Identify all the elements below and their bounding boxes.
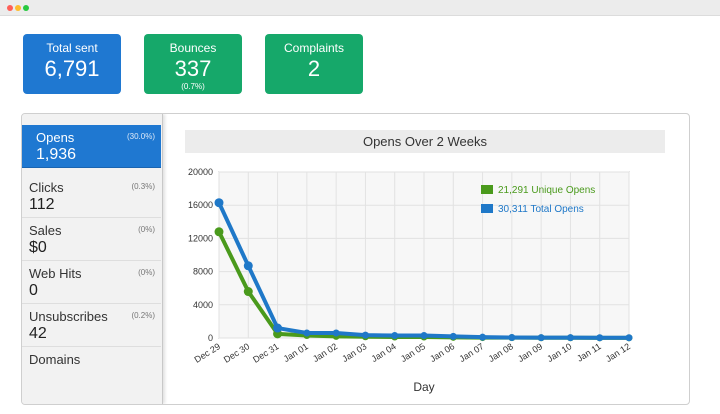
x-tick-label: Jan 01	[282, 341, 310, 364]
series-point-1	[243, 261, 253, 271]
x-tick-label: Jan 09	[516, 341, 544, 364]
series-point-1	[332, 329, 340, 337]
metric-unsubscribes-label: Unsubscribes	[29, 309, 108, 324]
metric-unsubscribes-value: 42	[29, 325, 47, 342]
y-tick-label: 4000	[193, 300, 213, 310]
y-tick-label: 8000	[193, 267, 213, 277]
window-titlebar	[0, 0, 720, 16]
metric-sales-percent: (0%)	[138, 225, 155, 234]
x-tick-label: Jan 06	[428, 341, 456, 364]
metric-web-hits-percent: (0%)	[138, 268, 155, 277]
y-tick-label: 16000	[188, 200, 213, 210]
zoom-window-button[interactable]	[23, 5, 29, 11]
series-point-1	[449, 332, 457, 340]
metric-clicks-percent: (0.3%)	[131, 182, 155, 191]
metric-web-hits-label: Web Hits	[29, 266, 82, 281]
metric-opens-value: 1,936	[36, 146, 77, 163]
metric-domains[interactable]: Domains	[22, 347, 161, 390]
series-point-1	[625, 334, 633, 342]
bounces-label: Bounces	[169, 41, 217, 55]
legend-swatch-0	[481, 185, 493, 194]
legend-swatch-1	[481, 204, 493, 213]
x-tick-label: Jan 05	[399, 341, 427, 364]
x-tick-label: Dec 31	[251, 341, 280, 365]
series-point-1	[361, 331, 369, 339]
series-point-0	[214, 227, 224, 237]
complaints-value: 2	[307, 56, 321, 81]
metric-sales-label: Sales	[29, 223, 62, 238]
chart-title: Opens Over 2 Weeks	[185, 130, 665, 153]
metric-domains-label: Domains	[29, 352, 81, 367]
series-point-1	[303, 329, 311, 337]
metric-clicks-label: Clicks	[29, 180, 64, 195]
x-tick-label: Dec 30	[222, 341, 251, 365]
x-tick-label: Jan 04	[370, 341, 398, 364]
metric-unsubscribes-percent: (0.2%)	[131, 311, 155, 320]
bounces-value: 337	[174, 56, 212, 81]
x-tick-label: Jan 08	[487, 341, 515, 364]
metric-clicks-value: 112	[29, 196, 55, 213]
total-sent-label: Total sent	[46, 41, 98, 55]
series-point-1	[566, 334, 574, 342]
metric-unsubscribes[interactable]: Unsubscribes (0.2%) 42	[22, 304, 161, 347]
metric-opens-label: Opens	[36, 130, 75, 145]
series-point-1	[537, 334, 545, 342]
legend-label-1: 30,311 Total Opens	[498, 204, 584, 215]
metric-web-hits-value: 0	[29, 282, 38, 299]
x-tick-label: Dec 29	[193, 341, 222, 365]
complaints-card[interactable]: Complaints 2	[265, 34, 363, 94]
series-point-1	[214, 198, 224, 208]
bounces-card[interactable]: Bounces 337 (0.7%)	[144, 34, 242, 94]
metric-sales-value: $0	[29, 239, 47, 256]
complaints-label: Complaints	[283, 41, 345, 55]
minimize-window-button[interactable]	[15, 5, 21, 11]
x-tick-label: Jan 11	[575, 341, 603, 363]
metric-clicks[interactable]: Clicks (0.3%) 112	[22, 175, 161, 218]
metric-opens[interactable]: Opens (30.0%) 1,936	[22, 125, 161, 168]
series-point-1	[273, 323, 283, 333]
total-sent-card[interactable]: Total sent 6,791	[23, 34, 121, 94]
legend-label-0: 21,291 Unique Opens	[498, 185, 595, 196]
series-point-1	[508, 334, 516, 342]
x-tick-label: Jan 07	[457, 341, 485, 364]
y-tick-label: 0	[208, 333, 213, 343]
close-window-button[interactable]	[7, 5, 13, 11]
x-axis-label: Day	[413, 380, 434, 394]
metric-opens-percent: (30.0%)	[126, 132, 155, 141]
x-tick-label: Jan 03	[340, 341, 368, 364]
series-point-1	[420, 332, 428, 340]
y-tick-label: 12000	[188, 233, 213, 243]
metric-sales[interactable]: Sales (0%) $0	[22, 218, 161, 261]
metric-web-hits[interactable]: Web Hits (0%) 0	[22, 261, 161, 304]
series-point-1	[596, 334, 604, 342]
bounces-percent: (0.7%)	[181, 82, 205, 91]
x-tick-label: Jan 02	[311, 341, 339, 364]
x-tick-label: Jan 12	[604, 341, 632, 364]
total-sent-value: 6,791	[44, 56, 100, 81]
series-point-0	[243, 287, 253, 297]
y-tick-label: 20000	[188, 167, 213, 177]
series-point-1	[479, 333, 487, 341]
metrics-sidebar: Opens (30.0%) 1,936 Clicks (0.3%) 112 Sa…	[22, 114, 163, 404]
series-point-1	[391, 332, 399, 340]
x-tick-label: Jan 10	[545, 341, 573, 364]
